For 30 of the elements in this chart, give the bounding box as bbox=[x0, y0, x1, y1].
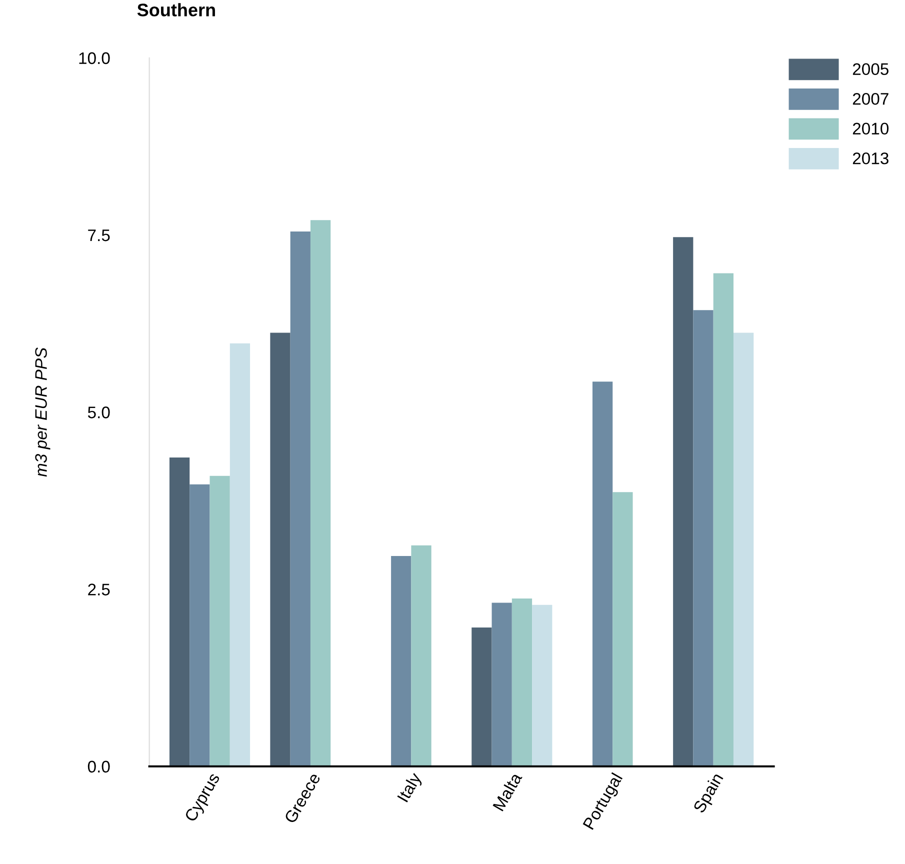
bar bbox=[512, 598, 532, 766]
y-tick-label: 0.0 bbox=[88, 760, 110, 773]
chart-title: Southern bbox=[137, 3, 215, 16]
legend-label: 2007 bbox=[852, 92, 888, 105]
bar bbox=[612, 492, 633, 766]
bar bbox=[733, 332, 754, 766]
bar bbox=[472, 628, 492, 766]
bar bbox=[190, 484, 210, 766]
bar bbox=[210, 476, 230, 766]
bar bbox=[310, 220, 331, 766]
bar bbox=[532, 604, 552, 766]
y-axis-title: m3 per EUR PPS bbox=[35, 347, 50, 477]
bar bbox=[411, 545, 432, 766]
bar bbox=[592, 382, 613, 766]
legend-label: 2013 bbox=[852, 152, 888, 164]
legend-label: 2005 bbox=[852, 63, 888, 76]
bar bbox=[713, 273, 734, 766]
bar bbox=[391, 556, 412, 766]
bar bbox=[492, 602, 512, 766]
bar bbox=[169, 457, 190, 766]
y-tick-label: 2.5 bbox=[88, 584, 110, 596]
bar bbox=[673, 237, 694, 766]
y-tick-label: 5.0 bbox=[88, 406, 110, 418]
bar bbox=[230, 343, 250, 766]
bar bbox=[693, 310, 714, 766]
y-tick-label: 10.0 bbox=[79, 52, 110, 64]
legend-label: 2010 bbox=[852, 122, 889, 135]
bar bbox=[290, 231, 310, 766]
bar bbox=[270, 332, 290, 766]
y-tick-label: 7.5 bbox=[88, 230, 110, 242]
